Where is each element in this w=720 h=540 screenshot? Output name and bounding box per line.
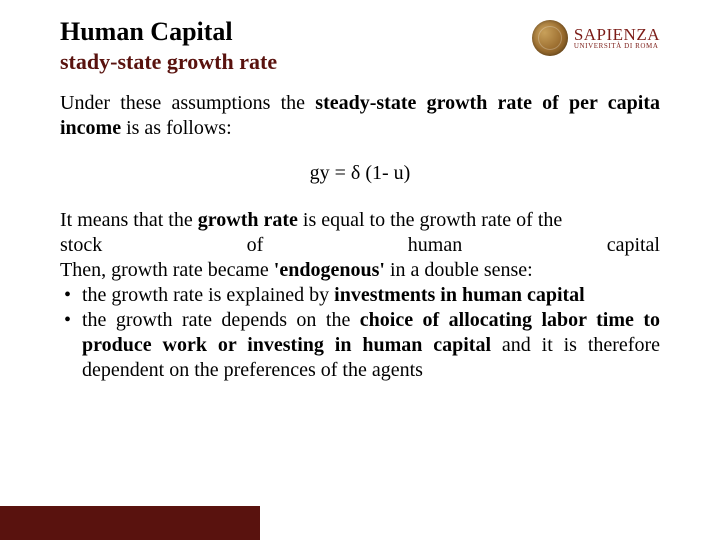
para2-mid: is equal to the growth rate of the [298,209,562,231]
para3-post: in a double sense: [385,259,533,281]
bullet-list: the growth rate is explained by investme… [60,283,660,383]
para2-bold: growth rate [198,209,298,231]
intro-paragraph: Under these assumptions the steady-state… [60,91,660,141]
slide-subtitle: stady-state growth rate [60,49,532,75]
logo-tagline: Università di Roma [574,43,660,50]
footer-accent-bar [0,506,260,540]
bullet-bold: investments in human capital [334,284,585,306]
header: Human Capital stady-state growth rate SA… [60,18,660,75]
spread-b: of [247,233,264,258]
para2-pre: It means that the [60,209,198,231]
spread-c: human [408,233,462,258]
para3-pre: Then, growth rate became [60,259,274,281]
equation: gy = δ (1- u) [60,161,660,186]
intro-post: is as follows: [121,117,232,139]
bullet-pre: the growth rate is explained by [82,284,334,306]
slide-title: Human Capital [60,18,532,47]
university-logo: SAPIENZA Università di Roma [532,20,660,56]
body-text: Under these assumptions the steady-state… [60,91,660,383]
justified-line: stock of human capital [60,233,660,258]
meaning-paragraph: It means that the growth rate is equal t… [60,208,660,233]
list-item: the growth rate is explained by investme… [60,283,660,308]
endogenous-line: Then, growth rate became 'endogenous' in… [60,258,660,283]
intro-pre: Under these assumptions the [60,92,315,114]
logo-seal-icon [532,20,568,56]
para3-bold: 'endogenous' [274,259,385,281]
list-item: the growth rate depends on the choice of… [60,308,660,383]
logo-text: SAPIENZA Università di Roma [574,26,660,50]
spread-a: stock [60,233,102,258]
title-block: Human Capital stady-state growth rate [60,18,532,75]
spread-d: capital [607,233,660,258]
bullet-pre: the growth rate depends on the [82,309,360,331]
logo-name: SAPIENZA [574,26,660,43]
slide: Human Capital stady-state growth rate SA… [0,0,720,540]
